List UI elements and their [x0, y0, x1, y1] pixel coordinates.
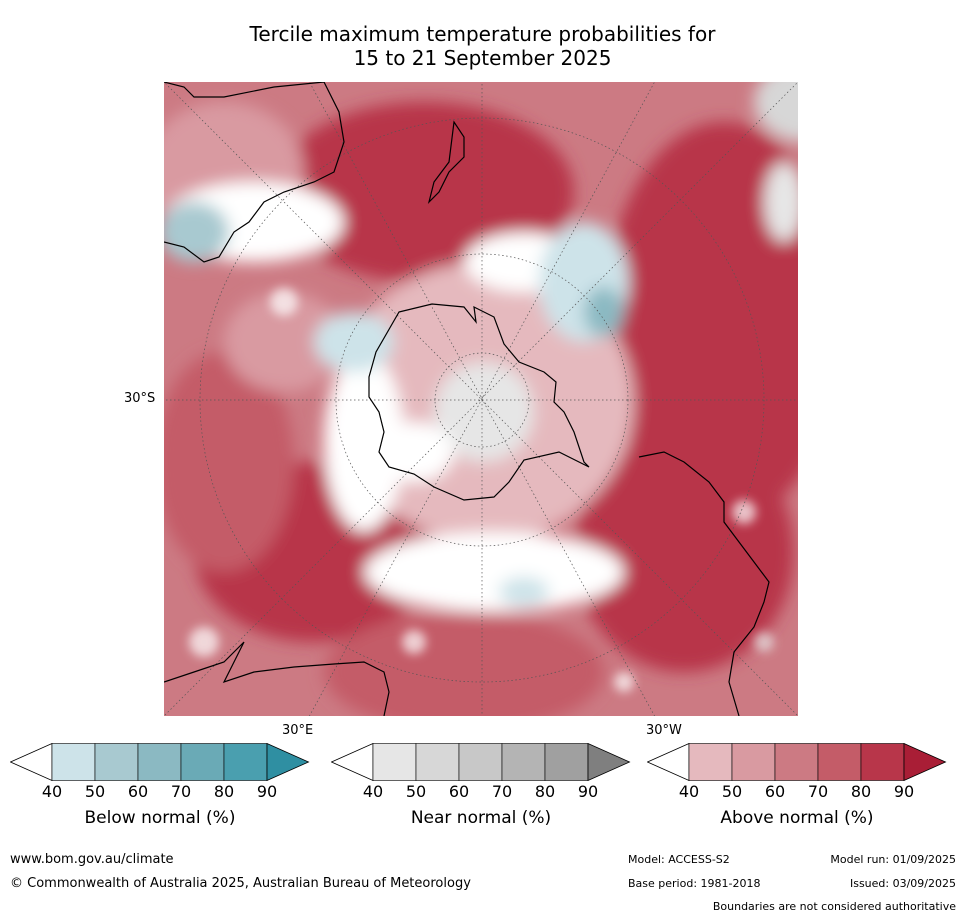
- colorbar-2-bin-1: [731, 743, 776, 781]
- colorbar-0-lower-extend: [10, 743, 53, 781]
- colorbar-2-tick-40: 40: [678, 782, 700, 801]
- colorbar-2-tick-80: 80: [850, 782, 872, 801]
- colorbar-1-bin-4: [544, 743, 589, 781]
- lat-label-30s: 30°S: [124, 391, 156, 406]
- colorbar-1-bin-3: [501, 743, 546, 781]
- colorbar-0-tick-80: 80: [213, 782, 235, 801]
- colorbar-1-bin-2: [458, 743, 503, 781]
- colorbar-near-label: Near normal (%): [410, 808, 552, 828]
- colorbar-2-tick-70: 70: [807, 782, 829, 801]
- colorbar-0-bin-2: [137, 743, 182, 781]
- lon-label-30e: 30°E: [282, 723, 314, 738]
- model-text: Model: ACCESS-S2: [628, 853, 730, 866]
- new-zealand-coastline: [427, 120, 465, 204]
- australia-coastline: [164, 82, 345, 263]
- colorbar-2-tick-60: 60: [764, 782, 786, 801]
- probability-map: [164, 82, 798, 716]
- colorbar-2-bin-0: [688, 743, 733, 781]
- model-run-text: Model run: 01/09/2025: [830, 853, 956, 866]
- colorbar-1-bin-0: [372, 743, 417, 781]
- colorbar-0-tick-90: 90: [256, 782, 278, 801]
- colorbar-2-upper-extend: [903, 743, 947, 781]
- colorbar-below-normal: [10, 743, 310, 781]
- colorbar-2-tick-90: 90: [893, 782, 915, 801]
- base-period-text: Base period: 1981-2018: [628, 877, 761, 890]
- colorbar-0-bin-3: [180, 743, 225, 781]
- website-link[interactable]: www.bom.gov.au/climate: [10, 852, 174, 867]
- copyright-text: © Commonwealth of Australia 2025, Austra…: [10, 876, 471, 891]
- map-title: Tercile maximum temperature probabilitie…: [0, 22, 965, 70]
- colorbar-1-tick-40: 40: [362, 782, 384, 801]
- south-america-coastline: [638, 451, 770, 716]
- colorbar-2-bin-4: [860, 743, 905, 781]
- colorbar-1-tick-50: 50: [405, 782, 427, 801]
- colorbar-1-tick-70: 70: [491, 782, 513, 801]
- colorbar-2-bin-3: [817, 743, 862, 781]
- title-line-1: Tercile maximum temperature probabilitie…: [249, 22, 716, 46]
- colorbar-above-ticks: 40 50 60 70 80 90: [647, 782, 947, 802]
- antarctica-coastline: [368, 303, 590, 501]
- colorbar-0-tick-60: 60: [127, 782, 149, 801]
- colorbar-2-lower-extend: [647, 743, 690, 781]
- colorbar-above-normal: [647, 743, 947, 781]
- colorbar-below-label: Below normal (%): [84, 808, 236, 828]
- colorbar-2-bin-2: [774, 743, 819, 781]
- colorbar-0-bin-0: [51, 743, 96, 781]
- title-line-2: 15 to 21 September 2025: [353, 46, 612, 70]
- colorbar-above-label: Above normal (%): [720, 808, 874, 828]
- colorbar-1-tick-80: 80: [534, 782, 556, 801]
- issued-text: Issued: 03/09/2025: [849, 877, 956, 890]
- colorbar-1-tick-60: 60: [448, 782, 470, 801]
- colorbar-0-bin-1: [94, 743, 139, 781]
- lon-label-30w: 30°W: [646, 723, 682, 738]
- colorbar-near-ticks: 40 50 60 70 80 90: [331, 782, 631, 802]
- colorbar-1-tick-90: 90: [577, 782, 599, 801]
- colorbar-0-tick-70: 70: [170, 782, 192, 801]
- colorbar-near-normal: [331, 743, 631, 781]
- disclaimer-text: Boundaries are not considered authoritat…: [712, 900, 956, 913]
- colorbar-below-ticks: 40 50 60 70 80 90: [10, 782, 310, 802]
- colorbar-1-upper-extend: [587, 743, 631, 781]
- colorbar-1-lower-extend: [331, 743, 374, 781]
- colorbar-0-bin-4: [223, 743, 268, 781]
- graticule: [164, 82, 798, 716]
- colorbar-0-upper-extend: [266, 743, 310, 781]
- colorbar-2-tick-50: 50: [721, 782, 743, 801]
- africa-coastline: [164, 641, 390, 716]
- colorbar-1-bin-1: [415, 743, 460, 781]
- colorbar-0-tick-40: 40: [41, 782, 63, 801]
- colorbar-0-tick-50: 50: [84, 782, 106, 801]
